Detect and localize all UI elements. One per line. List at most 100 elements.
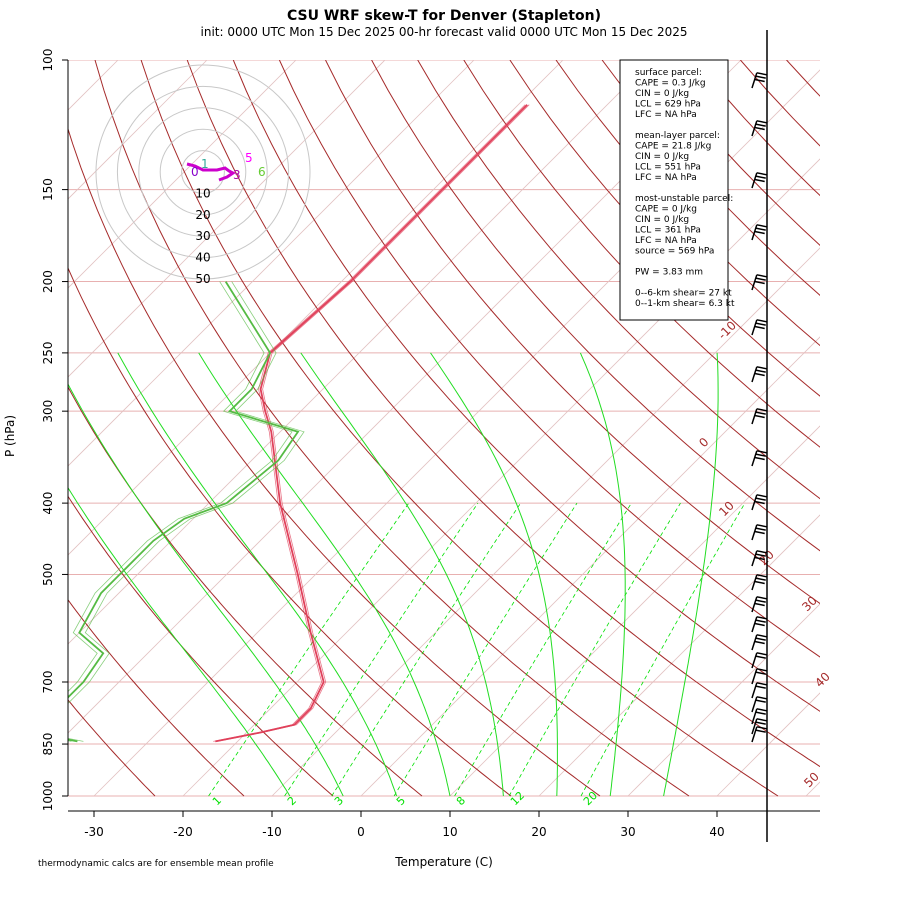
mixing-ratio-label: 12 bbox=[508, 789, 527, 808]
wind-barb-flag bbox=[754, 640, 765, 645]
wind-barb-flag bbox=[756, 708, 767, 712]
stats-line: source = 569 hPa bbox=[635, 247, 714, 257]
pressure-tick-label: 150 bbox=[41, 178, 55, 201]
temperature-tick-label: -20 bbox=[173, 825, 193, 839]
wind-barb bbox=[751, 408, 767, 425]
dry-adiabat bbox=[232, 60, 820, 712]
isotherm-line bbox=[627, 603, 820, 797]
wind-barb-flag bbox=[755, 711, 766, 715]
wind-barb-flag bbox=[756, 172, 767, 176]
stats-line: CIN = 0 J/kg bbox=[635, 89, 689, 99]
hodograph-ring bbox=[159, 128, 247, 216]
wind-barb-staff bbox=[751, 274, 758, 291]
wind-barb-flag bbox=[755, 75, 766, 79]
dry-adiabat bbox=[68, 598, 245, 797]
wind-barb-flag bbox=[756, 120, 767, 124]
pressure-tick-label: 200 bbox=[41, 270, 55, 293]
wind-barb-flag bbox=[755, 497, 766, 501]
temperature-tick-label: 0 bbox=[357, 825, 365, 839]
wind-barb-flag bbox=[756, 319, 767, 323]
wind-barb-staff bbox=[751, 652, 758, 669]
pressure-tick-label: 1000 bbox=[41, 781, 55, 812]
dry-adiabat bbox=[186, 60, 820, 768]
isotherm-line bbox=[271, 247, 820, 797]
stats-line: CAPE = 0 J/kg bbox=[635, 205, 697, 215]
wind-barb bbox=[751, 616, 767, 633]
dewpoint-profile bbox=[68, 281, 300, 743]
wind-barb-flag bbox=[756, 682, 767, 686]
moist-adiabat bbox=[300, 352, 504, 797]
wind-barb-flag bbox=[754, 325, 765, 330]
hodograph-height-label: 3 bbox=[233, 168, 241, 182]
pressure-tick-label: 850 bbox=[41, 733, 55, 756]
wind-barb bbox=[751, 550, 767, 567]
mixing-ratio-label: 20 bbox=[581, 789, 600, 808]
stats-text: surface parcel: CAPE = 0.3 J/kg CIN = 0 J/… bbox=[635, 68, 735, 309]
dry-adiabat bbox=[325, 60, 820, 605]
wind-barb-flag bbox=[755, 411, 766, 415]
hodograph-height-label: 5 bbox=[245, 151, 253, 165]
wind-barb-staff bbox=[751, 524, 758, 541]
wind-barb-flag bbox=[756, 366, 767, 370]
isotherm-label: 50 bbox=[801, 769, 822, 790]
isotherm-label: 10 bbox=[716, 498, 737, 519]
hodograph-height-label: 1 bbox=[201, 157, 209, 171]
dry-adiabat bbox=[68, 495, 334, 797]
dry-adiabat bbox=[786, 60, 820, 97]
wind-barb-flag bbox=[755, 277, 766, 281]
wind-barb-flag bbox=[755, 175, 766, 179]
wind-barb-staff bbox=[751, 682, 758, 699]
wind-barb-flag bbox=[755, 369, 766, 373]
hodograph-ring-label: 10 bbox=[195, 186, 210, 200]
wind-barb-flag bbox=[754, 414, 765, 419]
wind-barb-flag bbox=[756, 696, 767, 700]
stats-box-frame bbox=[619, 59, 729, 321]
isotherm-line bbox=[68, 60, 742, 734]
moist-adiabat bbox=[68, 486, 291, 797]
wind-barb-flag bbox=[756, 718, 767, 722]
wind-barb-staff bbox=[751, 708, 758, 725]
wind-barb-flag bbox=[756, 494, 767, 498]
stats-line: most-unstable parcel: bbox=[635, 194, 733, 204]
hodograph-trace bbox=[186, 162, 236, 182]
wind-barb bbox=[751, 450, 767, 467]
wind-barb bbox=[751, 172, 767, 189]
mixing-ratio-line bbox=[508, 502, 681, 797]
wind-barb bbox=[751, 652, 767, 669]
wind-barb-flag bbox=[755, 527, 766, 531]
isotherm-line bbox=[538, 514, 820, 797]
footnote: thermodynamic calcs are for ensemble mea… bbox=[38, 859, 274, 869]
wind-barb-flag bbox=[754, 178, 765, 183]
wind-barb-staff bbox=[751, 634, 758, 651]
dry-adiabat bbox=[509, 60, 820, 397]
dry-adiabat bbox=[68, 266, 512, 797]
dewpoint-member bbox=[68, 281, 293, 742]
wind-barb bbox=[751, 319, 767, 336]
wind-barb-flag bbox=[756, 408, 767, 412]
stats-line bbox=[635, 184, 638, 194]
moist-adiabat bbox=[68, 383, 344, 797]
wind-barb-flag bbox=[756, 634, 767, 638]
y-axis-label: P (hPa) bbox=[3, 415, 17, 457]
isotherm-line bbox=[68, 60, 386, 378]
stats-line: CAPE = 21.8 J/kg bbox=[635, 142, 711, 152]
wind-barb-flag bbox=[756, 72, 767, 76]
wind-barb-flag bbox=[754, 78, 765, 83]
wind-barbs bbox=[751, 30, 768, 842]
wind-barb-flag bbox=[754, 230, 765, 235]
wind-barb-flag bbox=[756, 652, 767, 656]
wind-barb bbox=[751, 718, 767, 735]
wind-barb-flag bbox=[754, 530, 765, 535]
stats-line: LCL = 361 hPa bbox=[635, 226, 701, 236]
wind-barb-staff bbox=[751, 172, 758, 189]
wind-barb-staff bbox=[751, 574, 758, 591]
temperature-tick-label: 20 bbox=[531, 825, 546, 839]
isotherm-line bbox=[68, 60, 119, 111]
hodograph-height-label: 6 bbox=[258, 165, 266, 179]
pressure-tick-label: 700 bbox=[41, 671, 55, 694]
axes-frame bbox=[67, 60, 820, 812]
pressure-tick-label: 300 bbox=[41, 400, 55, 423]
moist-adiabat bbox=[663, 352, 719, 797]
mixing-ratio-line bbox=[331, 502, 521, 797]
wind-barb-staff bbox=[751, 718, 758, 735]
